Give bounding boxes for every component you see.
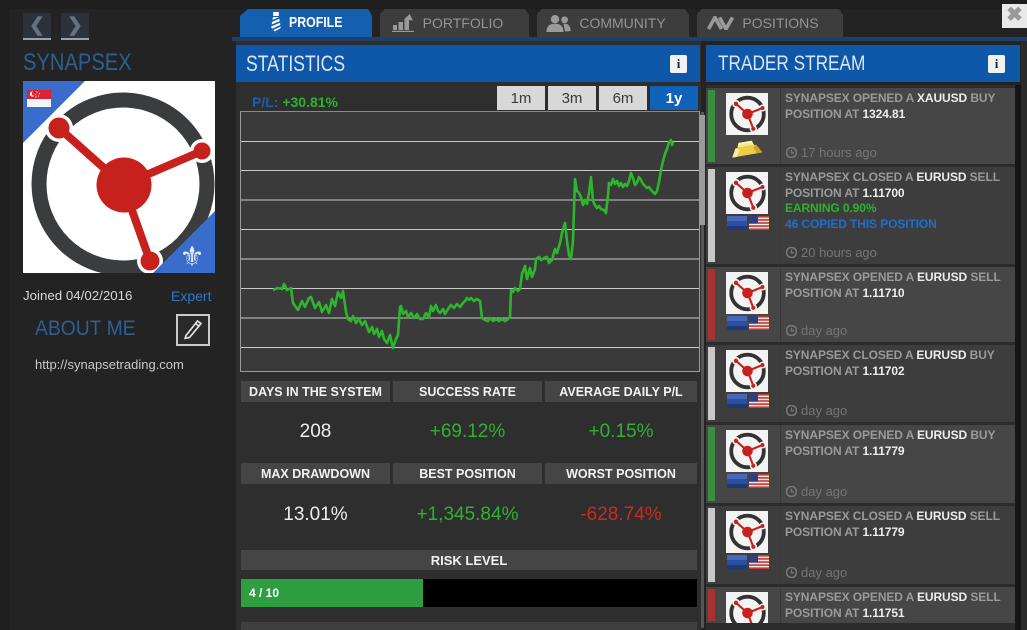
svg-text:⚜: ⚜ [179, 241, 204, 272]
